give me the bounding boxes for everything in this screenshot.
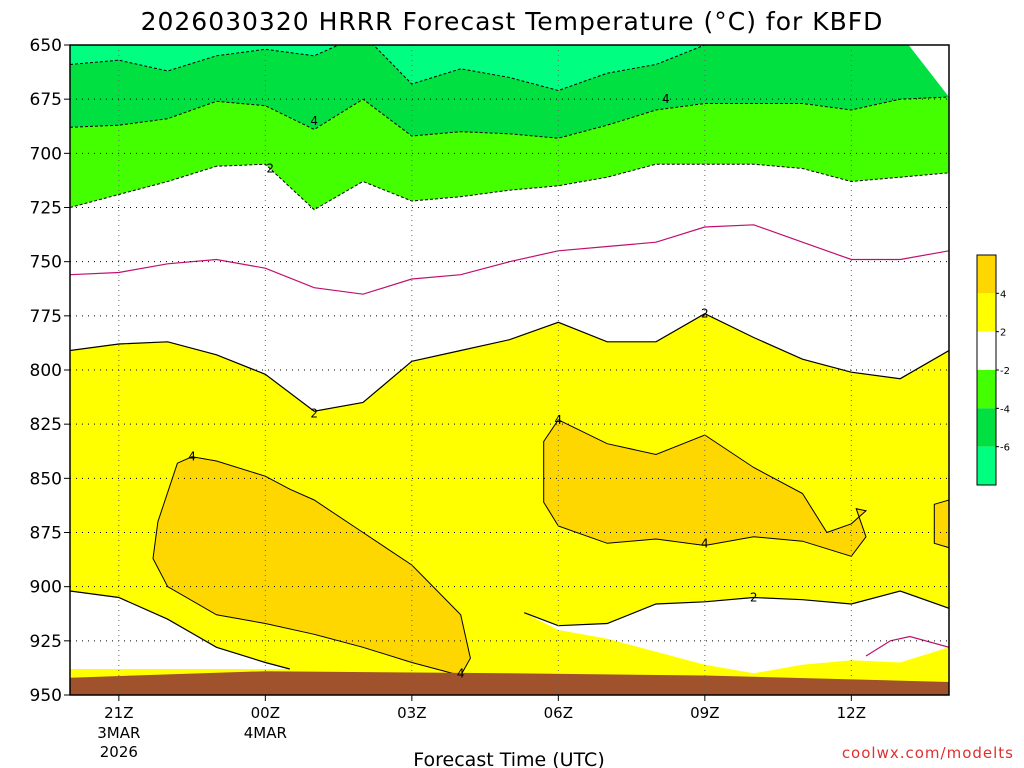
contour-label-1: 4 — [662, 92, 670, 106]
y-tick-label-825: 825 — [30, 415, 62, 435]
isotherm-plus2-lower-right — [523, 590, 949, 627]
chart-title: 2026030320 HRRR Forecast Temperature (°C… — [141, 7, 884, 36]
colorbar-tick-label-4: -6 — [1000, 443, 1010, 454]
band-minus6-minus4 — [70, 45, 949, 139]
isotherm-zero-lower-right — [865, 635, 949, 657]
y-tick-label-675: 675 — [30, 90, 62, 110]
isotherm-minus2 — [70, 163, 949, 211]
colorbar-band-1 — [977, 293, 996, 332]
x-tick-year-21Z: 2026 — [100, 743, 138, 761]
isotherm-zero — [70, 224, 949, 295]
ground-terrain — [70, 671, 949, 695]
contour-label-2: 2 — [266, 162, 274, 176]
contour-label-7: 4 — [701, 536, 709, 550]
colorbar-band-2 — [977, 331, 996, 370]
colorbar-tick-label-2: -2 — [1000, 366, 1010, 377]
colorbar-legend: 4 2 -2 -4 -6 — [976, 254, 1010, 486]
contour-label-5: 4 — [188, 450, 196, 464]
x-axis-label: Forecast Time (UTC) — [413, 749, 604, 768]
band-minus4-minus2 — [70, 97, 949, 210]
y-tick-label-750: 750 — [30, 253, 62, 273]
warm-core-left — [152, 456, 471, 677]
isotherm-plus2-lower-left — [70, 590, 290, 670]
band-below-minus6 — [70, 45, 852, 91]
colorbar-tick-label-3: -4 — [1000, 404, 1010, 415]
y-tick-label-800: 800 — [30, 361, 62, 381]
grid-lines — [70, 45, 949, 695]
x-tick-date-00Z: 4MAR — [244, 724, 287, 742]
warm-core-right — [543, 419, 868, 557]
y-tick-label-925: 925 — [30, 632, 62, 652]
band-cool-lower-right — [524, 591, 949, 674]
y-tick-label-850: 850 — [30, 469, 62, 489]
y-tick-label-775: 775 — [30, 307, 62, 327]
credit-text: coolwx.com/modelts — [842, 744, 1014, 762]
contour-label-8: 4 — [457, 666, 465, 680]
colorbar-tick-label-1: 2 — [1000, 328, 1006, 339]
contour-label-9: 2 — [750, 591, 758, 605]
y-axis: 650 675 700 725 750 775 800 825 850 875 900 925 950 — [30, 36, 70, 706]
x-tick-label-12Z: 12Z — [837, 704, 866, 722]
x-tick-date-21Z: 3MAR — [97, 724, 140, 742]
colorbar-band-3 — [977, 370, 996, 409]
y-tick-label-650: 650 — [30, 36, 62, 56]
colorbar-band-4 — [977, 408, 996, 447]
contour-label-3: 2 — [701, 307, 709, 321]
y-tick-label-950: 950 — [30, 686, 62, 706]
contour-label-4: 2 — [310, 406, 318, 420]
plot-area: 4 4 2 2 2 4 4 4 4 2 — [69, 44, 950, 696]
y-tick-label-875: 875 — [30, 524, 62, 544]
band-cool-lower-left — [70, 591, 290, 669]
contour-label-0: 4 — [310, 114, 318, 128]
x-tick-label-06Z: 06Z — [544, 704, 573, 722]
x-tick-label-21Z: 21Z — [104, 704, 133, 722]
colorbar-band-5 — [977, 446, 996, 485]
x-tick-label-09Z: 09Z — [690, 704, 719, 722]
contour-label-6: 4 — [555, 413, 563, 427]
isotherm-minus6 — [70, 45, 854, 92]
colorbar-tick-label-0: 4 — [1000, 289, 1006, 300]
warm-core-edge — [933, 499, 949, 549]
colorbar-band-0 — [977, 255, 996, 294]
isotherm-plus2-upper — [70, 313, 949, 412]
x-tick-label-00Z: 00Z — [251, 704, 280, 722]
y-tick-label-900: 900 — [30, 578, 62, 598]
y-tick-label-725: 725 — [30, 199, 62, 219]
isotherm-minus4 — [70, 96, 949, 139]
x-tick-label-03Z: 03Z — [397, 704, 426, 722]
field-group — [70, 45, 949, 695]
y-tick-label-700: 700 — [30, 144, 62, 164]
